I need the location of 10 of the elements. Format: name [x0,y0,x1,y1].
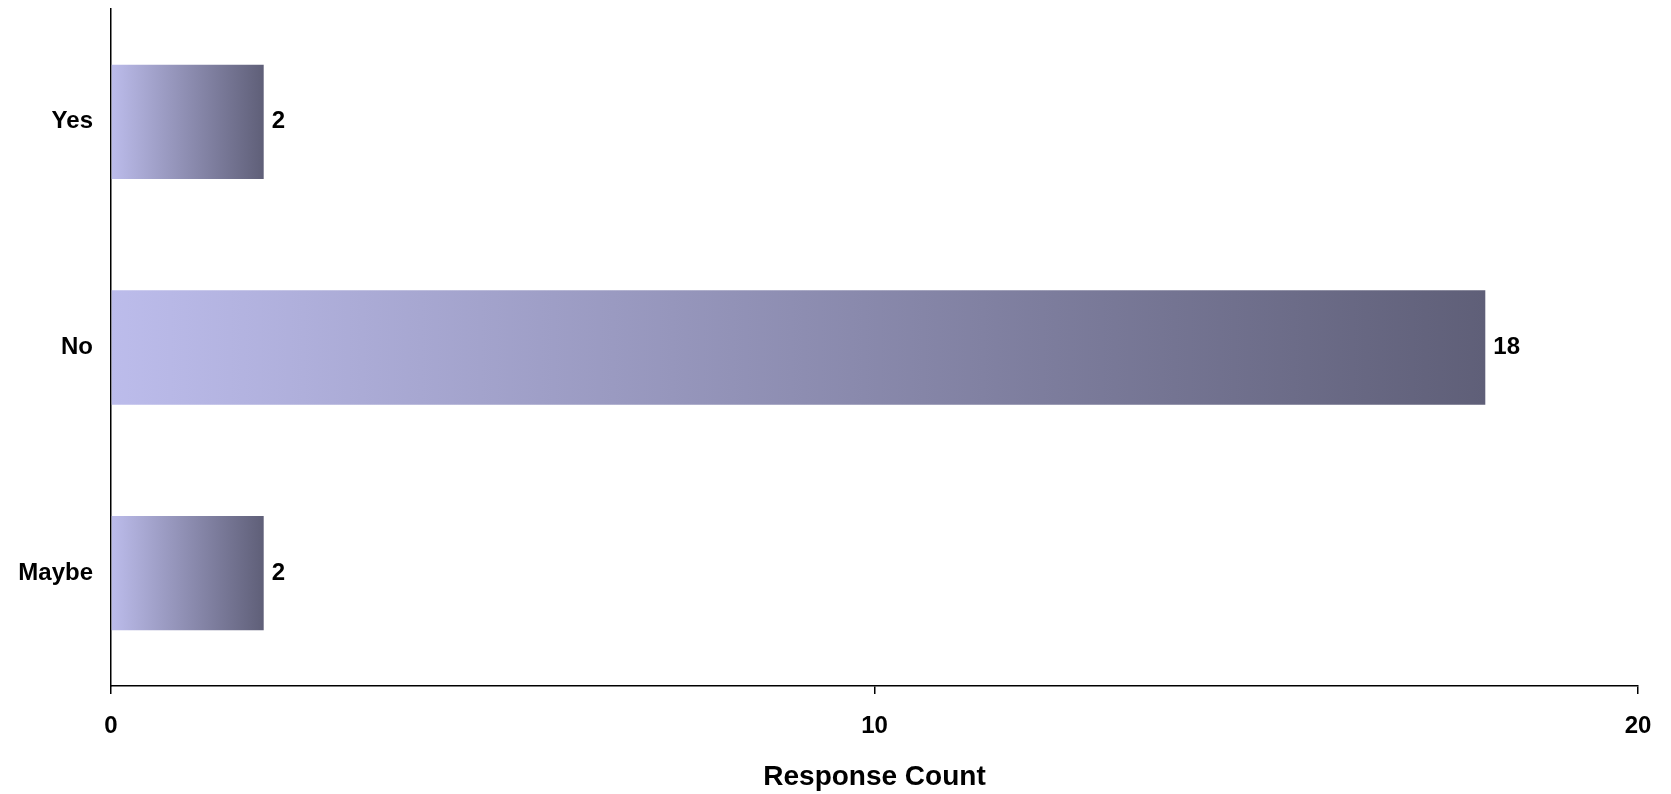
data-label: 2 [271,557,286,585]
x-axis-title: Response Count [763,759,986,791]
x-tick-label: 10 [861,711,888,739]
y-tick-label: Maybe [18,557,93,585]
x-tick-label: 20 [1624,711,1652,739]
x-tick-label: 0 [104,711,118,739]
y-tick-label: No [61,332,93,360]
data-label: 18 [1493,332,1520,360]
y-tick-label: Yes [51,106,93,134]
data-label: 2 [271,106,286,134]
